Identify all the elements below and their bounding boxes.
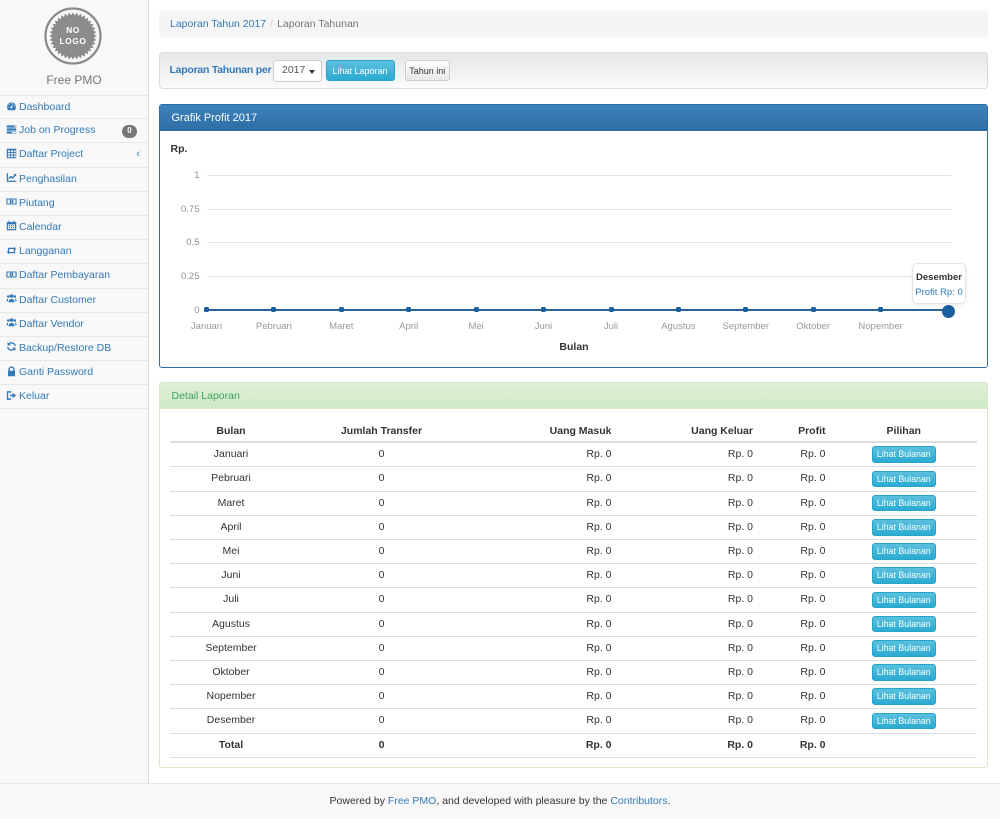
svg-text:LOGO: LOGO	[59, 36, 86, 46]
svg-text:NO: NO	[66, 25, 80, 35]
